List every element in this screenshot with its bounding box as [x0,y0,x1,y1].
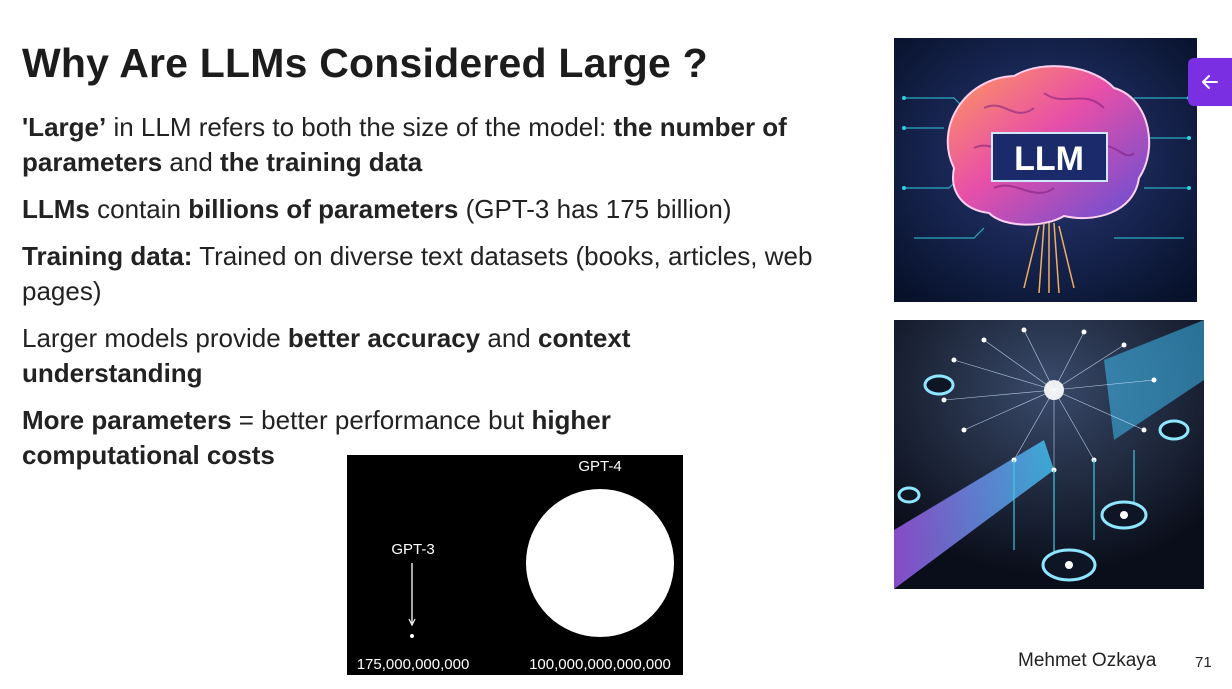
bullet-1-seg-2: in LLM refers to both the size of the mo… [106,112,614,142]
bullet-4-seg-4: context understanding [22,323,631,388]
gpt3-dot [410,634,414,638]
bullet-3-seg-2: Trained on diverse text datasets (books,… [22,241,813,306]
gpt3-arrow-head [408,618,416,627]
back-button[interactable] [1188,58,1232,106]
arrow-left-icon [1202,75,1218,89]
bullet-2-seg-3: billions of parameters [188,194,459,224]
gpt4-value: 100,000,000,000,000 [529,656,671,673]
bullet-4-seg-2: better accuracy [287,323,481,353]
bullet-5-seg-2: = better performance but [231,405,532,435]
gpt4-label: GPT-4 [578,458,621,475]
gpt4-circle [526,489,674,637]
bullet-5: More parameters = better performance but… [22,403,702,473]
gpt3-value: 175,000,000,000 [357,656,470,673]
bullet-1-seg-1: 'Large’ [22,112,107,142]
bullet-4-seg-3: and [480,323,538,353]
bullet-5-seg-1: More parameters [22,405,232,435]
bullet-1-seg-3: the number of parameters [22,112,787,177]
slide-body: 'Large’ in LLM refers to both the size o… [22,110,882,485]
bullet-4-seg-1: Larger models provide [22,323,288,353]
page-number: 71 [1195,654,1212,671]
bullet-1-seg-4: and [162,147,221,177]
bullet-3-seg-1: Training data: [22,241,193,271]
bullet-3: Training data: Trained on diverse text d… [22,239,882,309]
slide-title: Why Are LLMs Considered Large ? [22,40,708,86]
bullet-2-seg-4: (GPT-3 has 175 billion) [458,194,732,224]
bullet-5-seg-3: higher computational costs [22,405,611,470]
bullet-1-seg-5: the training data [220,147,423,177]
llm-label: LLM [1014,140,1084,178]
parameter-comparison-chart: GPT-4 GPT-3 175,000,000,000 100,000,000,… [347,455,683,675]
author-name: Mehmet Ozkaya [1018,650,1157,671]
bullet-2-seg-2: contain [89,194,189,224]
gpt3-label: GPT-3 [391,541,434,558]
bullet-2: LLMs contain billions of parameters (GPT… [22,192,882,227]
bullet-1: 'Large’ in LLM refers to both the size o… [22,110,882,180]
neural-network-image [894,320,1204,589]
bullet-2-seg-1: LLMs [22,194,90,224]
bullet-4: Larger models provide better accuracy an… [22,321,722,391]
llm-brain-image: LLM [894,38,1197,302]
